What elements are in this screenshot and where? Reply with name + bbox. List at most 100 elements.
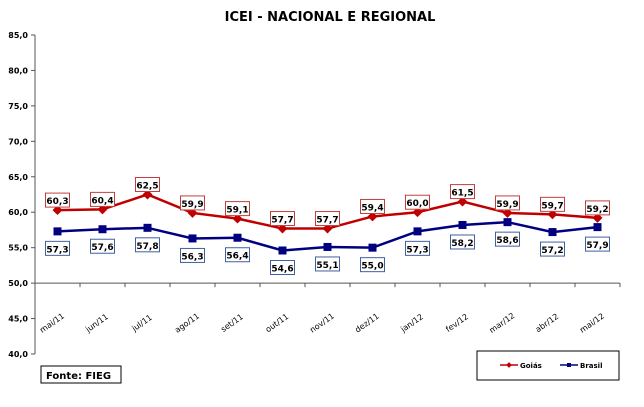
data-label: 61,5 — [450, 184, 475, 200]
svg-text:62,5: 62,5 — [136, 182, 158, 192]
y-tick-label: 70,0 — [8, 137, 28, 146]
svg-text:57,3: 57,3 — [46, 245, 68, 255]
svg-text:55,1: 55,1 — [316, 261, 338, 271]
x-tick-label: jul/11 — [129, 313, 153, 334]
data-point — [458, 220, 467, 229]
data-point — [278, 246, 287, 255]
svg-text:57,7: 57,7 — [271, 216, 293, 226]
y-tick-label: 80,0 — [8, 66, 28, 75]
data-label: 57,8 — [135, 237, 160, 253]
x-tick-label: abr/12 — [534, 312, 561, 334]
svg-text:57,9: 57,9 — [586, 241, 608, 251]
data-point — [233, 233, 242, 242]
data-point — [52, 205, 63, 216]
x-tick-label: nov/11 — [308, 311, 336, 334]
legend-brasil-marker — [567, 363, 571, 367]
data-point — [412, 207, 423, 218]
chart-title: ICEI - NACIONAL E REGIONAL — [225, 10, 436, 25]
svg-text:59,9: 59,9 — [181, 200, 203, 210]
legend-brasil-label: Brasil — [580, 362, 602, 370]
x-tick-label: set/11 — [219, 312, 245, 334]
svg-text:56,4: 56,4 — [226, 252, 248, 262]
svg-text:57,7: 57,7 — [316, 216, 338, 226]
data-label: 59,9 — [495, 195, 520, 211]
data-label: 54,6 — [270, 260, 295, 276]
data-label: 60,3 — [45, 192, 70, 208]
data-point — [457, 196, 468, 207]
x-tick-label: mar/12 — [488, 311, 517, 335]
data-label: 56,3 — [180, 247, 205, 263]
svg-text:60,0: 60,0 — [406, 199, 428, 209]
x-tick-label: fev/12 — [444, 312, 470, 334]
data-label: 59,4 — [360, 198, 385, 214]
y-tick-label: 75,0 — [8, 102, 28, 111]
data-point — [502, 207, 513, 218]
data-point — [188, 234, 197, 243]
data-point — [592, 212, 603, 223]
x-tick-label: ago/11 — [173, 311, 201, 334]
data-label: 57,7 — [270, 211, 295, 227]
x-tick-label: mai/11 — [38, 311, 66, 334]
data-point — [323, 242, 332, 251]
x-tick-label: jan/12 — [398, 312, 425, 334]
data-label: 58,2 — [450, 234, 475, 250]
legend-goias-label: Goiás — [520, 362, 542, 370]
svg-text:56,3: 56,3 — [181, 252, 203, 262]
data-point — [143, 223, 152, 232]
legend: Goiás Brasil — [476, 350, 620, 381]
data-point — [368, 243, 377, 252]
x-tick-label: out/11 — [264, 312, 290, 334]
svg-text:57,6: 57,6 — [91, 243, 113, 253]
svg-text:58,6: 58,6 — [496, 236, 518, 246]
data-point — [593, 223, 602, 232]
svg-text:59,1: 59,1 — [226, 206, 248, 216]
source-box — [40, 365, 122, 384]
data-label: 59,9 — [180, 195, 205, 211]
y-tick-label: 55,0 — [8, 244, 28, 253]
svg-text:59,7: 59,7 — [541, 201, 563, 211]
legend-goias-marker — [506, 362, 512, 368]
data-point — [547, 209, 558, 220]
data-label: 59,2 — [585, 200, 610, 216]
data-label: 57,3 — [45, 240, 70, 256]
svg-text:57,3: 57,3 — [406, 245, 428, 255]
data-point — [322, 223, 333, 234]
data-point — [548, 228, 557, 237]
data-point — [53, 227, 62, 236]
data-label: 59,1 — [225, 201, 250, 217]
data-point — [367, 211, 378, 222]
data-point — [277, 223, 288, 234]
y-tick-label: 45,0 — [8, 315, 28, 324]
data-label: 55,1 — [315, 256, 340, 272]
data-point — [232, 213, 243, 224]
x-tick-label: jun/11 — [83, 312, 110, 334]
data-label: 60,0 — [405, 194, 430, 210]
svg-text:59,2: 59,2 — [586, 205, 608, 215]
svg-text:59,4: 59,4 — [361, 203, 383, 213]
svg-text:61,5: 61,5 — [451, 189, 473, 199]
data-label: 57,2 — [540, 241, 565, 257]
data-label: 59,7 — [540, 196, 565, 212]
data-point — [98, 225, 107, 234]
data-label: 58,6 — [495, 231, 520, 247]
data-label: 55,0 — [360, 257, 385, 273]
svg-text:57,8: 57,8 — [136, 242, 158, 252]
data-label: 57,7 — [315, 211, 340, 227]
data-label: 56,4 — [225, 247, 250, 263]
data-point — [97, 204, 108, 215]
svg-text:57,2: 57,2 — [541, 246, 563, 256]
data-point — [503, 218, 512, 227]
x-tick-label: mai/12 — [578, 311, 606, 334]
y-tick-label: 50,0 — [8, 279, 28, 288]
data-label: 57,6 — [90, 238, 115, 254]
svg-text:54,6: 54,6 — [271, 265, 293, 275]
svg-text:55,0: 55,0 — [361, 262, 383, 272]
data-label: 57,9 — [585, 236, 610, 252]
svg-text:58,2: 58,2 — [451, 239, 473, 249]
svg-text:60,3: 60,3 — [46, 197, 68, 207]
data-label: 60,4 — [90, 191, 115, 207]
svg-text:59,9: 59,9 — [496, 200, 518, 210]
y-tick-label: 60,0 — [8, 208, 28, 217]
y-tick-label: 85,0 — [8, 31, 28, 40]
